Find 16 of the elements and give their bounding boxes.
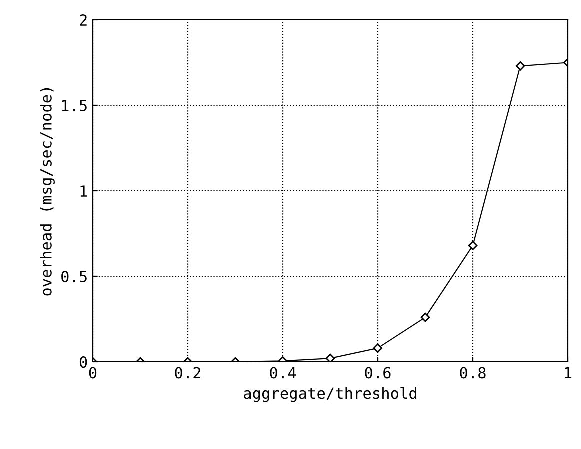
x-tick-label: 1: [565, 367, 572, 379]
y-axis-title: overhead (msg/sec/node): [40, 88, 55, 296]
y-tick-label: 0: [80, 356, 88, 368]
x-tick-label: 0: [89, 367, 97, 379]
x-tick-label: 0.6: [365, 367, 391, 379]
x-tick-label: 0.2: [175, 367, 200, 379]
y-tick-label: 1: [80, 186, 88, 197]
y-tick-label: 0.5: [62, 271, 87, 283]
x-tick-label: 0.4: [270, 367, 296, 379]
x-axis-title: aggregate/threshold: [244, 387, 416, 402]
y-tick-label: 1.5: [62, 100, 87, 112]
point: [468, 241, 478, 250]
y-tick-label: 2: [80, 14, 87, 26]
point: [516, 62, 526, 71]
x-tick-label: 0.8: [460, 367, 486, 379]
point: [326, 354, 336, 362]
